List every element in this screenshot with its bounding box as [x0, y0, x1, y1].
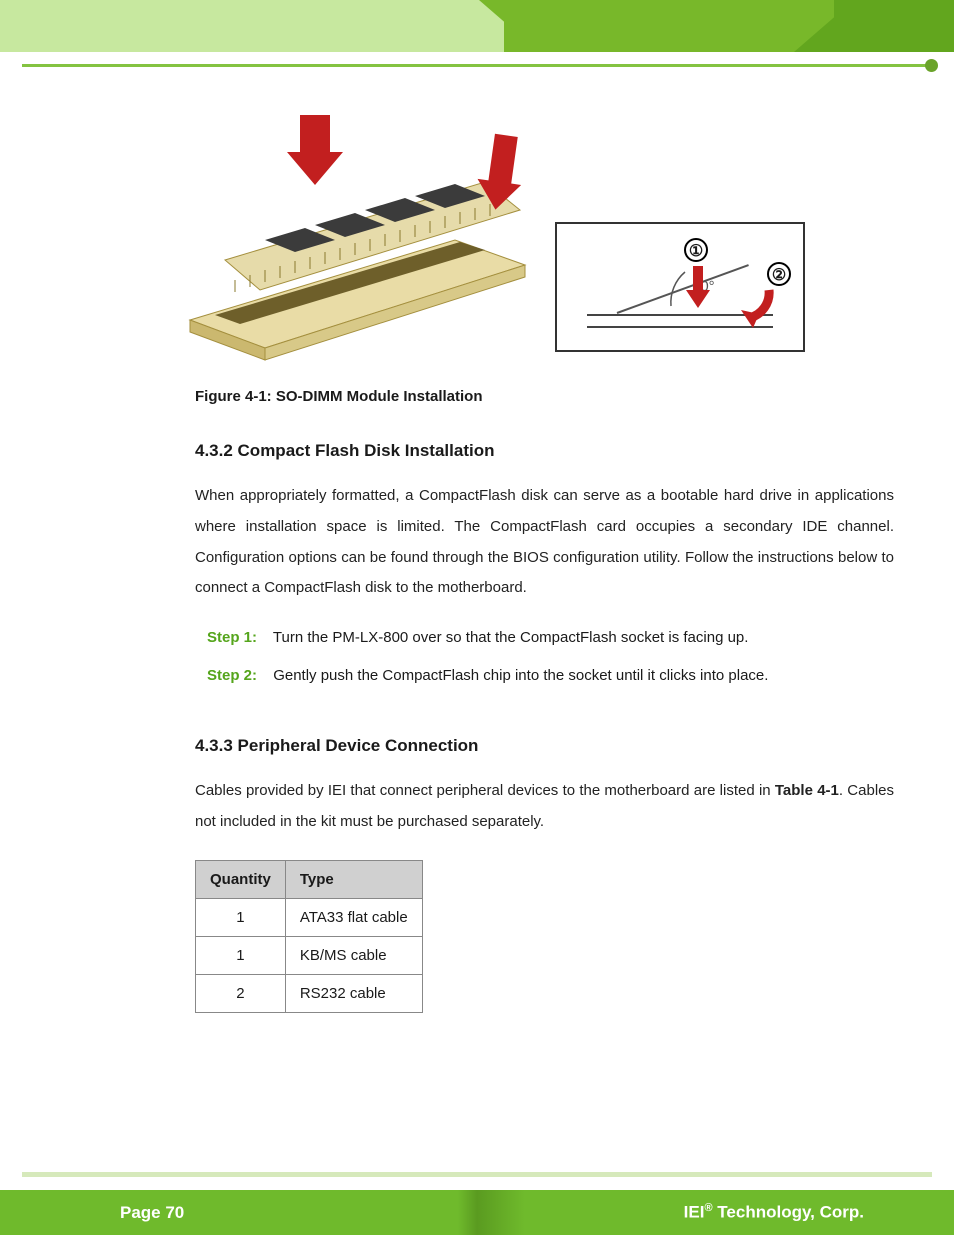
header-rule-dot-icon: [925, 59, 938, 72]
section-paragraph-periph: Cables provided by IEI that connect peri…: [195, 776, 894, 838]
footer-bar: Page 70 IEI® Technology, Corp.: [0, 1190, 954, 1235]
section-heading-periph: 4.3.3 Peripheral Device Connection: [195, 736, 894, 756]
table-col-quantity: Quantity: [196, 860, 286, 898]
table-cell-qty: 1: [196, 898, 286, 936]
table-row: 1 KB/MS cable: [196, 936, 423, 974]
table-row: 1 ATA33 flat cable: [196, 898, 423, 936]
figure-caption: Figure 4-1: SO-DIMM Module Installation: [195, 388, 894, 405]
company-pre: IEI: [684, 1203, 705, 1222]
table-reference: Table 4-1: [775, 782, 839, 799]
step-row: Step 1: Turn the PM-LX-800 over so that …: [207, 626, 894, 650]
page-header: [0, 0, 954, 80]
step-label: Step 2:: [207, 667, 257, 684]
section-paragraph-cf: When appropriately formatted, a CompactF…: [195, 481, 894, 604]
marker-one-icon: ①: [684, 238, 708, 262]
cables-table: Quantity Type 1 ATA33 flat cable 1 KB/MS…: [195, 860, 423, 1013]
header-diagonal: [479, 0, 539, 52]
periph-text-pre: Cables provided by IEI that connect peri…: [195, 782, 775, 799]
header-diagonal-right: [794, 0, 854, 52]
figure-row: 20° ① ②: [185, 110, 894, 370]
side-arrow-curve-icon: [739, 288, 779, 328]
company-post: Technology, Corp.: [713, 1203, 864, 1222]
table-cell-qty: 1: [196, 936, 286, 974]
table-cell-type: KB/MS cable: [285, 936, 422, 974]
step-row: Step 2: Gently push the CompactFlash chi…: [207, 664, 894, 688]
table-cell-qty: 2: [196, 974, 286, 1012]
table-header-row: Quantity Type: [196, 860, 423, 898]
page-footer: Page 70 IEI® Technology, Corp.: [0, 1165, 954, 1235]
table-cell-type: RS232 cable: [285, 974, 422, 1012]
sodimm-illustration-icon: [185, 110, 535, 370]
section-heading-cf: 4.3.2 Compact Flash Disk Installation: [195, 441, 894, 461]
company-name: IEI® Technology, Corp.: [684, 1202, 864, 1223]
page-content: 20° ① ② Figure 4-1: SO-DIMM Module Insta…: [195, 110, 894, 1155]
side-arrow-down-icon: [685, 266, 711, 310]
step-label: Step 1:: [207, 629, 257, 646]
figure-side-angle: 20° ① ②: [555, 222, 805, 352]
marker-two-icon: ②: [767, 262, 791, 286]
company-registered-icon: ®: [704, 1202, 712, 1214]
page-number: Page 70: [120, 1203, 184, 1223]
figure-main-sodimm: [185, 110, 535, 370]
table-col-type: Type: [285, 860, 422, 898]
step-text: Turn the PM-LX-800 over so that the Comp…: [273, 629, 749, 646]
step-text: Gently push the CompactFlash chip into t…: [273, 667, 768, 684]
table-row: 2 RS232 cable: [196, 974, 423, 1012]
table-cell-type: ATA33 flat cable: [285, 898, 422, 936]
header-rule: [22, 64, 932, 67]
footer-rule: [22, 1172, 932, 1177]
